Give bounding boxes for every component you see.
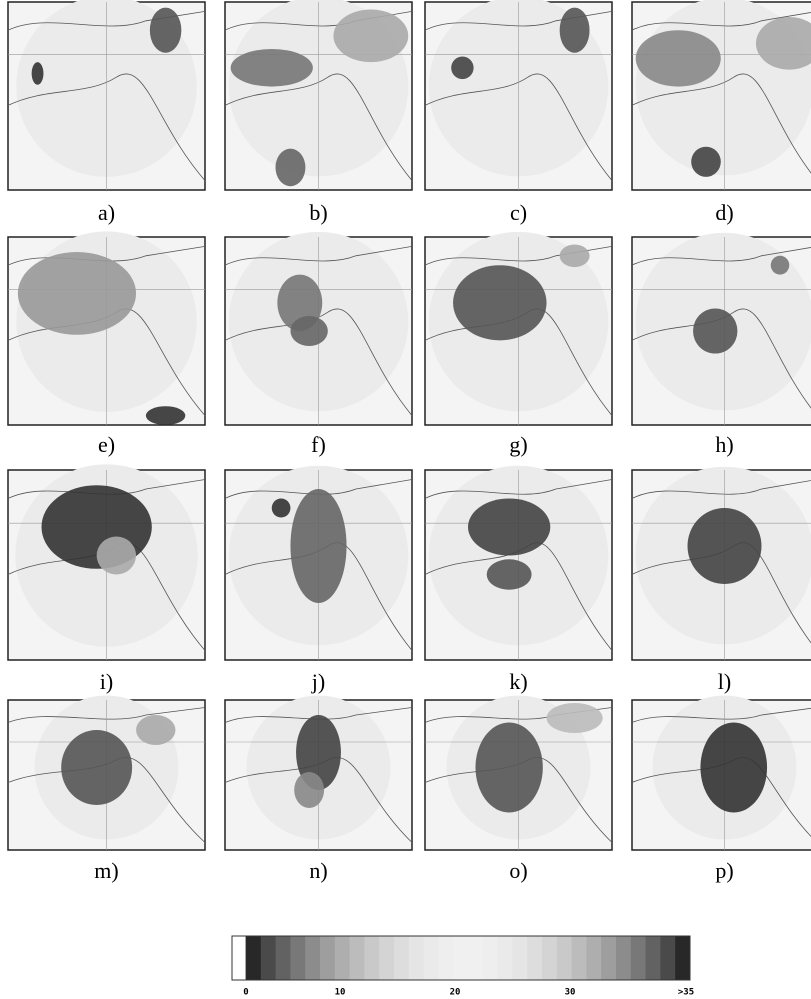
precip-area [146,406,185,425]
precip-area [32,62,44,85]
colorbar-tick-label: 10 [335,988,346,998]
precip-area [475,723,542,813]
precip-area [468,499,550,556]
map-panel [632,467,811,660]
colorbar-step [335,936,350,980]
precip-area [700,723,767,813]
precip-area [688,508,762,584]
colorbar-step [305,936,320,980]
colorbar-tick-label: >35 [678,988,694,998]
precip-area [547,703,603,733]
colorbar-step [675,936,690,980]
colorbar-step [261,936,276,980]
panel-label: h) [715,432,733,457]
colorbar-step [320,936,335,980]
map-panel [425,466,612,660]
colorbar-step [483,936,498,980]
colorbar-step [498,936,513,980]
colorbar-step [527,936,542,980]
colorbar-step [616,936,631,980]
colorbar-step [601,936,616,980]
map-panel [8,696,205,851]
map-panel [425,232,612,425]
precip-area [150,8,182,53]
colorbar-step [512,936,527,980]
colorbar-step [631,936,646,980]
precip-area [18,252,136,335]
panel-label: d) [715,200,733,225]
map-panel [632,233,811,425]
panel-label: e) [98,432,115,457]
colorbar-step [276,936,291,980]
map-panel [425,0,612,190]
precip-area [290,316,327,346]
precip-area [487,559,532,589]
colorbar-step [572,936,587,980]
panel-label: i) [100,669,113,694]
precip-area [451,57,473,80]
precip-area [453,265,547,340]
colorbar-step [468,936,483,980]
colorbar-tick-label: 0 [243,988,248,998]
colorbar-step [394,936,409,980]
colorbar-step [379,936,394,980]
map-panel [8,464,205,660]
colorbar-white [232,936,246,980]
precip-area [294,772,324,808]
panel-label: c) [510,200,527,225]
map-panel [632,696,811,851]
panel-label: g) [509,432,527,457]
colorbar-step [246,936,261,980]
precip-area [136,715,175,745]
map-panel [632,0,811,190]
panel-label: k) [509,669,527,694]
panel-label: o) [509,858,527,883]
precip-area [771,256,790,275]
precip-area [97,537,136,575]
precip-area [231,49,313,87]
colorbar-step [660,936,675,980]
panel-label: j) [311,669,325,694]
panel-label: b) [309,200,327,225]
precip-area [636,30,721,86]
map-panel [225,696,412,851]
panel-label: p) [715,858,733,883]
figure: a) b) c) d) e) f) g) h) i) j) k) l) m) n) o) p) 0 10 20 30 >… [0,0,811,999]
colorbar-step [409,936,424,980]
precip-area [290,489,346,603]
map-panel [8,231,205,425]
precip-area [693,308,737,353]
precip-area [333,10,408,63]
colorbar-step [350,936,365,980]
map-panel [425,696,612,851]
precip-area [61,730,132,805]
colorbar-step [290,936,305,980]
colorbar-step [438,936,453,980]
colorbar-tick-label: 30 [565,988,576,998]
panel-label: a) [98,200,115,225]
colorbar-step [453,936,468,980]
panel-label: n) [309,858,327,883]
map-panel [225,0,412,190]
map-panel [8,0,205,190]
colorbar-step [542,936,557,980]
panel-label: l) [718,669,731,694]
precip-area [560,245,590,268]
colorbar-step [646,936,661,980]
map-panel [225,232,412,425]
precip-area [275,149,305,187]
precip-area [272,499,291,518]
precip-area [560,8,590,53]
colorbar-tick-label: 20 [450,988,461,998]
colorbar-step [424,936,439,980]
colorbar-step [557,936,572,980]
precip-area [691,147,721,177]
colorbar-step [586,936,601,980]
panel-label: f) [311,432,326,457]
map-panel [225,466,412,660]
colorbar-step [364,936,379,980]
panel-label: m) [94,858,118,883]
